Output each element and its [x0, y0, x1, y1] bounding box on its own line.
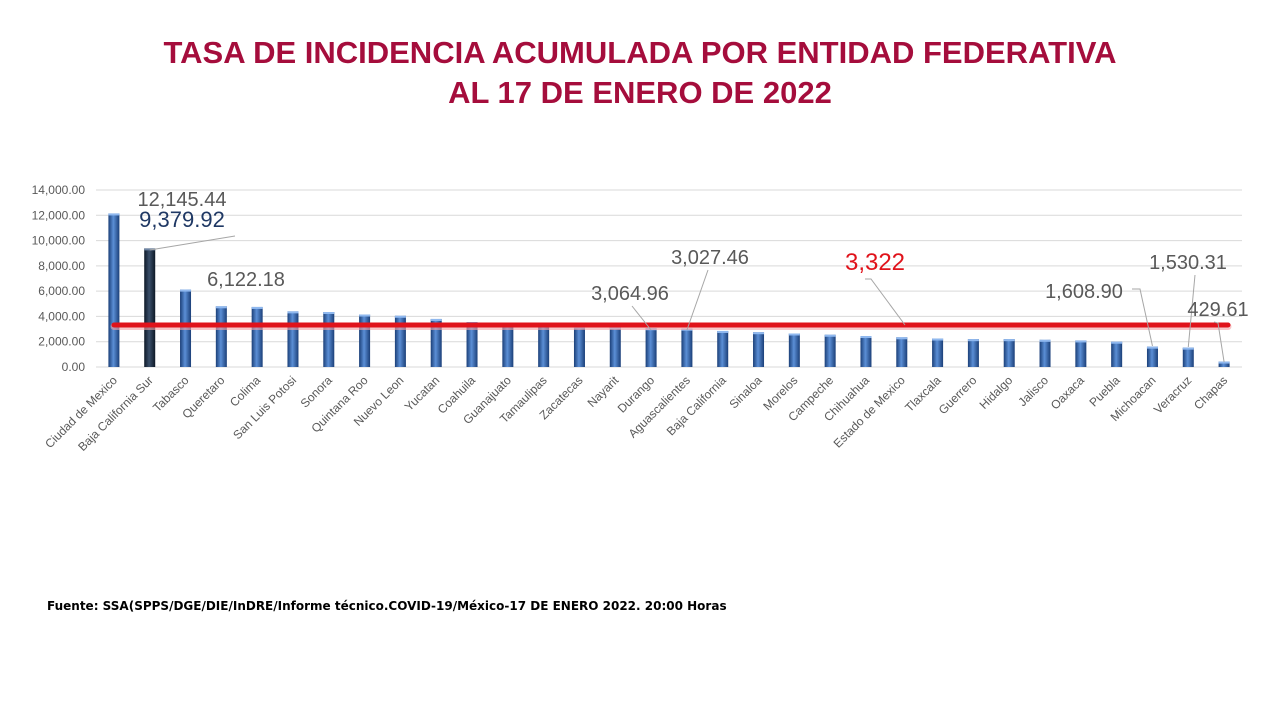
- bar: [323, 312, 335, 367]
- data-label: 1,530.31: [1149, 252, 1227, 274]
- data-label: 6,122.18: [207, 269, 285, 291]
- bar: [108, 213, 120, 367]
- data-label: 429.61: [1187, 299, 1248, 321]
- bar: [394, 315, 406, 367]
- data-label: 9,379.92: [139, 207, 225, 232]
- bar-top: [215, 306, 227, 309]
- bar: [896, 337, 908, 367]
- bar: [251, 306, 263, 367]
- bar: [215, 306, 227, 367]
- source-note: Fuente: SSA(SPPS/DGE/DIE/InDRE/Informe t…: [47, 599, 727, 613]
- bar-top: [251, 306, 263, 309]
- bar-top: [1003, 339, 1015, 342]
- y-tick-label: 14,000.00: [32, 183, 86, 197]
- bar: [430, 318, 442, 367]
- data-label-leader: [1187, 274, 1196, 348]
- bar-top: [1182, 347, 1194, 350]
- bar-top: [788, 333, 800, 336]
- bar-top: [753, 332, 765, 335]
- bar: [1182, 347, 1194, 367]
- bar-top: [1111, 341, 1123, 344]
- bar-top: [180, 289, 192, 292]
- bar-top: [717, 330, 729, 333]
- x-tick-label: Sinaloa: [726, 373, 764, 411]
- bar-top: [430, 318, 442, 321]
- bar: [1111, 341, 1123, 367]
- bar-top: [323, 312, 335, 315]
- y-tick-label: 4,000.00: [38, 309, 85, 323]
- bar: [1146, 346, 1158, 367]
- bar: [287, 311, 299, 367]
- data-label-leader: [631, 305, 652, 331]
- bar: [1039, 339, 1051, 367]
- reference-line-label: 3,322: [845, 249, 905, 276]
- x-tick-label: Oaxaca: [1048, 373, 1087, 412]
- chart-title-line1: TASA DE INCIDENCIA ACUMULADA POR ENTIDAD…: [163, 35, 1117, 70]
- bar: [359, 314, 371, 367]
- bar-top: [394, 315, 406, 318]
- y-tick-label: 8,000.00: [38, 259, 85, 273]
- bar-top: [1146, 346, 1158, 349]
- data-labels: 12,145.449,379.92 6,122.18 3,064.963,027.4…: [138, 189, 1249, 363]
- x-tick-label: Chapas: [1191, 373, 1230, 412]
- bar-top: [967, 339, 979, 342]
- bar: [1218, 361, 1230, 367]
- bar: [681, 328, 693, 367]
- bar-top: [824, 334, 836, 337]
- bar: [609, 327, 621, 367]
- y-tick-label: 0.00: [62, 360, 86, 374]
- data-label: 3,027.46: [671, 247, 749, 269]
- bar: [538, 325, 550, 367]
- data-label: 3,064.96: [591, 283, 669, 305]
- y-tick-label: 2,000.00: [38, 335, 85, 349]
- x-tick-label: Veracruz: [1151, 373, 1194, 416]
- bar: [502, 322, 514, 367]
- y-tick-label: 6,000.00: [38, 284, 85, 298]
- bar: [466, 322, 478, 367]
- bar: [753, 332, 765, 367]
- x-tick-label: San Luis Potosi: [230, 373, 299, 442]
- bar: [860, 336, 872, 367]
- bar-top: [108, 213, 120, 216]
- data-label-leader: [149, 235, 236, 251]
- bar-top: [359, 314, 371, 317]
- bar: [824, 334, 836, 367]
- y-axis: 0.00 2,000.00 4,000.00 6,000.00 8,000.00 10,0…: [32, 183, 86, 374]
- bars: [108, 213, 1230, 367]
- data-label: 1,608.90: [1045, 281, 1123, 303]
- bar: [1003, 339, 1015, 367]
- x-tick-label: Aguascalientes: [626, 373, 693, 440]
- bar-top: [144, 248, 156, 251]
- bar-top: [287, 311, 299, 314]
- bar-chart: 0.00 2,000.00 4,000.00 6,000.00 8,000.00 10,0…: [32, 183, 1249, 454]
- y-tick-label: 10,000.00: [32, 234, 86, 248]
- chart-title-line2: AL 17 DE ENERO DE 2022: [448, 75, 832, 110]
- x-tick-label: Hidalgo: [977, 373, 1016, 412]
- bar: [967, 339, 979, 367]
- reference-line-group: 3,322: [110, 249, 1232, 331]
- reference-label-leader: [865, 278, 906, 326]
- bar: [717, 330, 729, 367]
- data-label-leader: [1132, 288, 1153, 347]
- bar-highlight: [144, 248, 156, 367]
- data-label-leader: [1213, 321, 1225, 363]
- gridlines: [96, 189, 1242, 368]
- bar: [645, 328, 657, 367]
- bar: [1075, 340, 1087, 367]
- x-tick-label: Jalisco: [1015, 373, 1051, 409]
- bar-top: [860, 336, 872, 339]
- data-label: 12,145.44: [138, 189, 227, 211]
- bar: [573, 326, 585, 367]
- bar-top: [1218, 361, 1230, 364]
- bar-top: [1039, 339, 1051, 342]
- data-label-leader: [686, 269, 709, 331]
- bar-top: [1075, 340, 1087, 343]
- x-tick-label: Guerrero: [936, 373, 980, 417]
- bar: [932, 338, 944, 367]
- bar-top: [896, 337, 908, 340]
- bar: [788, 333, 800, 367]
- y-tick-label: 12,000.00: [32, 208, 86, 222]
- bar-top: [932, 338, 944, 341]
